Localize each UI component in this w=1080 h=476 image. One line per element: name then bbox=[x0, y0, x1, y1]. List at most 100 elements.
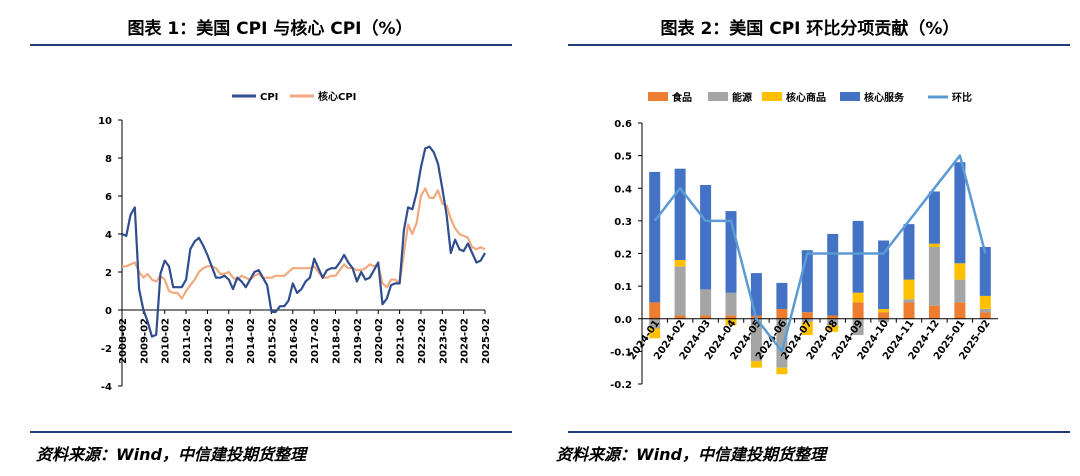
bar-segment bbox=[928, 247, 940, 306]
y-tick-label: 10 bbox=[98, 116, 112, 127]
y-tick-label: 0.1 bbox=[614, 282, 632, 293]
bar-segment bbox=[725, 211, 737, 293]
x-tick-label: 2014-02 bbox=[246, 318, 257, 364]
bar-segment bbox=[649, 171, 661, 303]
bar-segment bbox=[827, 318, 839, 326]
x-tick-label: 2011-02 bbox=[182, 318, 193, 364]
x-tick-label: 2024-02 bbox=[460, 318, 471, 364]
x-tick-label: 2022-02 bbox=[417, 318, 428, 364]
legend-swatch bbox=[708, 92, 728, 101]
x-tick-label: 2020-02 bbox=[374, 318, 385, 364]
bar-segment bbox=[903, 299, 915, 303]
legend-label: 核心服务 bbox=[864, 91, 905, 104]
y-tick-label: -0.1 bbox=[610, 347, 632, 358]
x-tick-label: 2021-02 bbox=[396, 318, 407, 364]
x-tick-label: 2012-02 bbox=[203, 318, 214, 364]
bar-segment bbox=[700, 185, 712, 290]
bar-segment bbox=[878, 309, 890, 313]
y-tick-label: -4 bbox=[101, 382, 112, 393]
bar-segment bbox=[827, 325, 839, 332]
bar-segment bbox=[801, 250, 813, 313]
bar-segment bbox=[725, 292, 737, 316]
bar-segment bbox=[928, 191, 940, 244]
bar-segment bbox=[928, 305, 940, 319]
y-tick-label: 0 bbox=[105, 306, 112, 317]
bar-segment bbox=[903, 224, 915, 280]
bar-segment bbox=[954, 302, 966, 319]
bar-segment bbox=[674, 266, 686, 316]
y-tick-label: 8 bbox=[105, 154, 112, 165]
legend-label: 环比 bbox=[952, 91, 972, 104]
legend: 食品 能源 核心商品 核心服务 环比 bbox=[648, 91, 972, 104]
legend-label: 食品 bbox=[671, 91, 692, 104]
bar-segment bbox=[801, 312, 813, 319]
bar-segment bbox=[827, 315, 839, 319]
title-divider bbox=[30, 44, 512, 46]
bar-segment bbox=[954, 162, 966, 264]
title-divider bbox=[568, 44, 1070, 46]
cpi-contribution-chart: 食品 能源 核心商品 核心服务 环比 0.6 0.5 0.4 0.3 0.2 0.1 0.0 -0.1 -… bbox=[610, 91, 998, 391]
bar-segment bbox=[674, 168, 686, 260]
bar-segment bbox=[776, 309, 788, 319]
y-tick-label: -0.2 bbox=[610, 380, 632, 391]
legend-label: 能源 bbox=[732, 91, 752, 104]
y-tick-label: 2 bbox=[105, 268, 112, 279]
y-tick-label: 0.4 bbox=[614, 184, 632, 195]
core-cpi-line bbox=[122, 187, 486, 300]
x-tick-label: 2010-02 bbox=[161, 318, 172, 364]
x-tick-label: 2017-02 bbox=[310, 318, 321, 364]
footer-divider bbox=[30, 431, 512, 433]
bar-segment bbox=[979, 295, 991, 309]
bar-segment bbox=[776, 318, 788, 368]
bar-segment bbox=[878, 312, 890, 319]
bar-segment bbox=[903, 302, 915, 319]
bar-segment bbox=[750, 273, 762, 316]
cpi-line bbox=[121, 145, 486, 338]
bar-segment bbox=[852, 220, 864, 293]
y-tick-label: -2 bbox=[101, 344, 112, 355]
bar-segment bbox=[801, 318, 813, 323]
bar-segment bbox=[954, 263, 966, 280]
y-tick-label: 0.6 bbox=[614, 119, 632, 130]
x-tick-label: 2015-02 bbox=[267, 318, 278, 364]
bar-segment bbox=[649, 302, 661, 319]
source-note: 资料来源：Wind，中信建投期货整理 bbox=[556, 445, 826, 464]
bar-segment bbox=[776, 367, 788, 375]
bar-segment bbox=[979, 312, 991, 319]
legend-label: 核心商品 bbox=[786, 91, 826, 104]
x-tick-label: 2008-02 bbox=[118, 318, 129, 364]
x-tick-label: 2013-02 bbox=[225, 318, 236, 364]
chart-title: 图表 2：美国 CPI 环比分项贡献（%） bbox=[660, 19, 960, 39]
bar-segment bbox=[776, 282, 788, 309]
bar-segment bbox=[801, 322, 813, 336]
cpi-vs-core-panel: 图表 1：美国 CPI 与核心 CPI（%） CPI 核心CPI 10 8 6 4 2 0 -2… bbox=[30, 19, 512, 464]
bar-segment bbox=[852, 318, 864, 336]
y-tick-label: 0.5 bbox=[614, 152, 632, 163]
bar-segment bbox=[979, 309, 991, 313]
legend-label: 核心CPI bbox=[318, 90, 356, 103]
x-tick-label: 2025-02 bbox=[481, 318, 492, 364]
cpi-contribution-panel: 图表 2：美国 CPI 环比分项贡献（%） 食品 能源 核心商品 核心服务 环比 0.6 0… bbox=[540, 0, 1080, 476]
legend-swatch bbox=[762, 92, 782, 101]
legend-swatch bbox=[840, 92, 860, 101]
x-tick-label: 2009-02 bbox=[139, 318, 150, 364]
bar-segment bbox=[725, 315, 737, 319]
x-tick-label: 2023-02 bbox=[438, 318, 449, 364]
x-tick-label: 2018-02 bbox=[332, 318, 343, 364]
x-tick-label: 2019-02 bbox=[353, 318, 364, 364]
bar-segment bbox=[674, 260, 686, 267]
legend: CPI 核心CPI bbox=[232, 90, 356, 103]
bar-segment bbox=[700, 289, 712, 316]
bar-segment bbox=[878, 240, 890, 309]
bar-segment bbox=[979, 247, 991, 296]
bar-segment bbox=[725, 318, 737, 326]
bar-segment bbox=[649, 328, 661, 339]
bar-segment bbox=[954, 279, 966, 303]
bar-segment bbox=[750, 361, 762, 368]
legend-label: CPI bbox=[260, 92, 278, 103]
bar-segment bbox=[878, 318, 890, 323]
cpi-line-chart: CPI 核心CPI 10 8 6 4 2 0 -2 -4 2008-02 2009-02 2010-02… bbox=[98, 90, 492, 393]
y-tick-label: 4 bbox=[105, 230, 112, 241]
y-tick-label: 0.3 bbox=[614, 217, 632, 228]
bar-segment bbox=[674, 315, 686, 319]
